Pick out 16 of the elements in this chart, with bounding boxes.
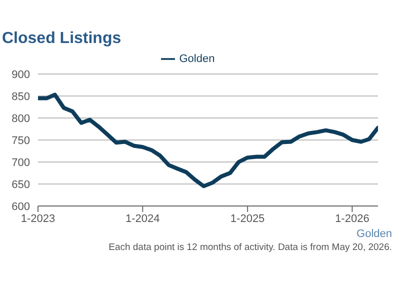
y-tick-label: 900 <box>12 68 30 81</box>
y-tick-label: 700 <box>12 156 30 169</box>
text: Each data point is 12 months of activity. Data is from May 20, 2026. <box>108 242 392 253</box>
text: Golden <box>356 228 392 240</box>
x-tick-label: 1-2024 <box>126 212 160 225</box>
legend-label: Golden <box>179 52 215 65</box>
line-series <box>38 92 378 188</box>
y-tick-label: 650 <box>12 178 30 191</box>
chart-title: Closed Listings <box>2 30 122 48</box>
y-tick-label: 750 <box>12 134 30 147</box>
x-tick-label: 1-2025 <box>230 212 265 225</box>
x-tick-label: 1-2023 <box>20 212 56 225</box>
x-tick-label: 1-2026 <box>335 212 370 225</box>
y-tick-label: 850 <box>12 90 30 103</box>
y-tick-label: 800 <box>12 112 30 125</box>
y-tick-label: 600 <box>12 200 30 213</box>
